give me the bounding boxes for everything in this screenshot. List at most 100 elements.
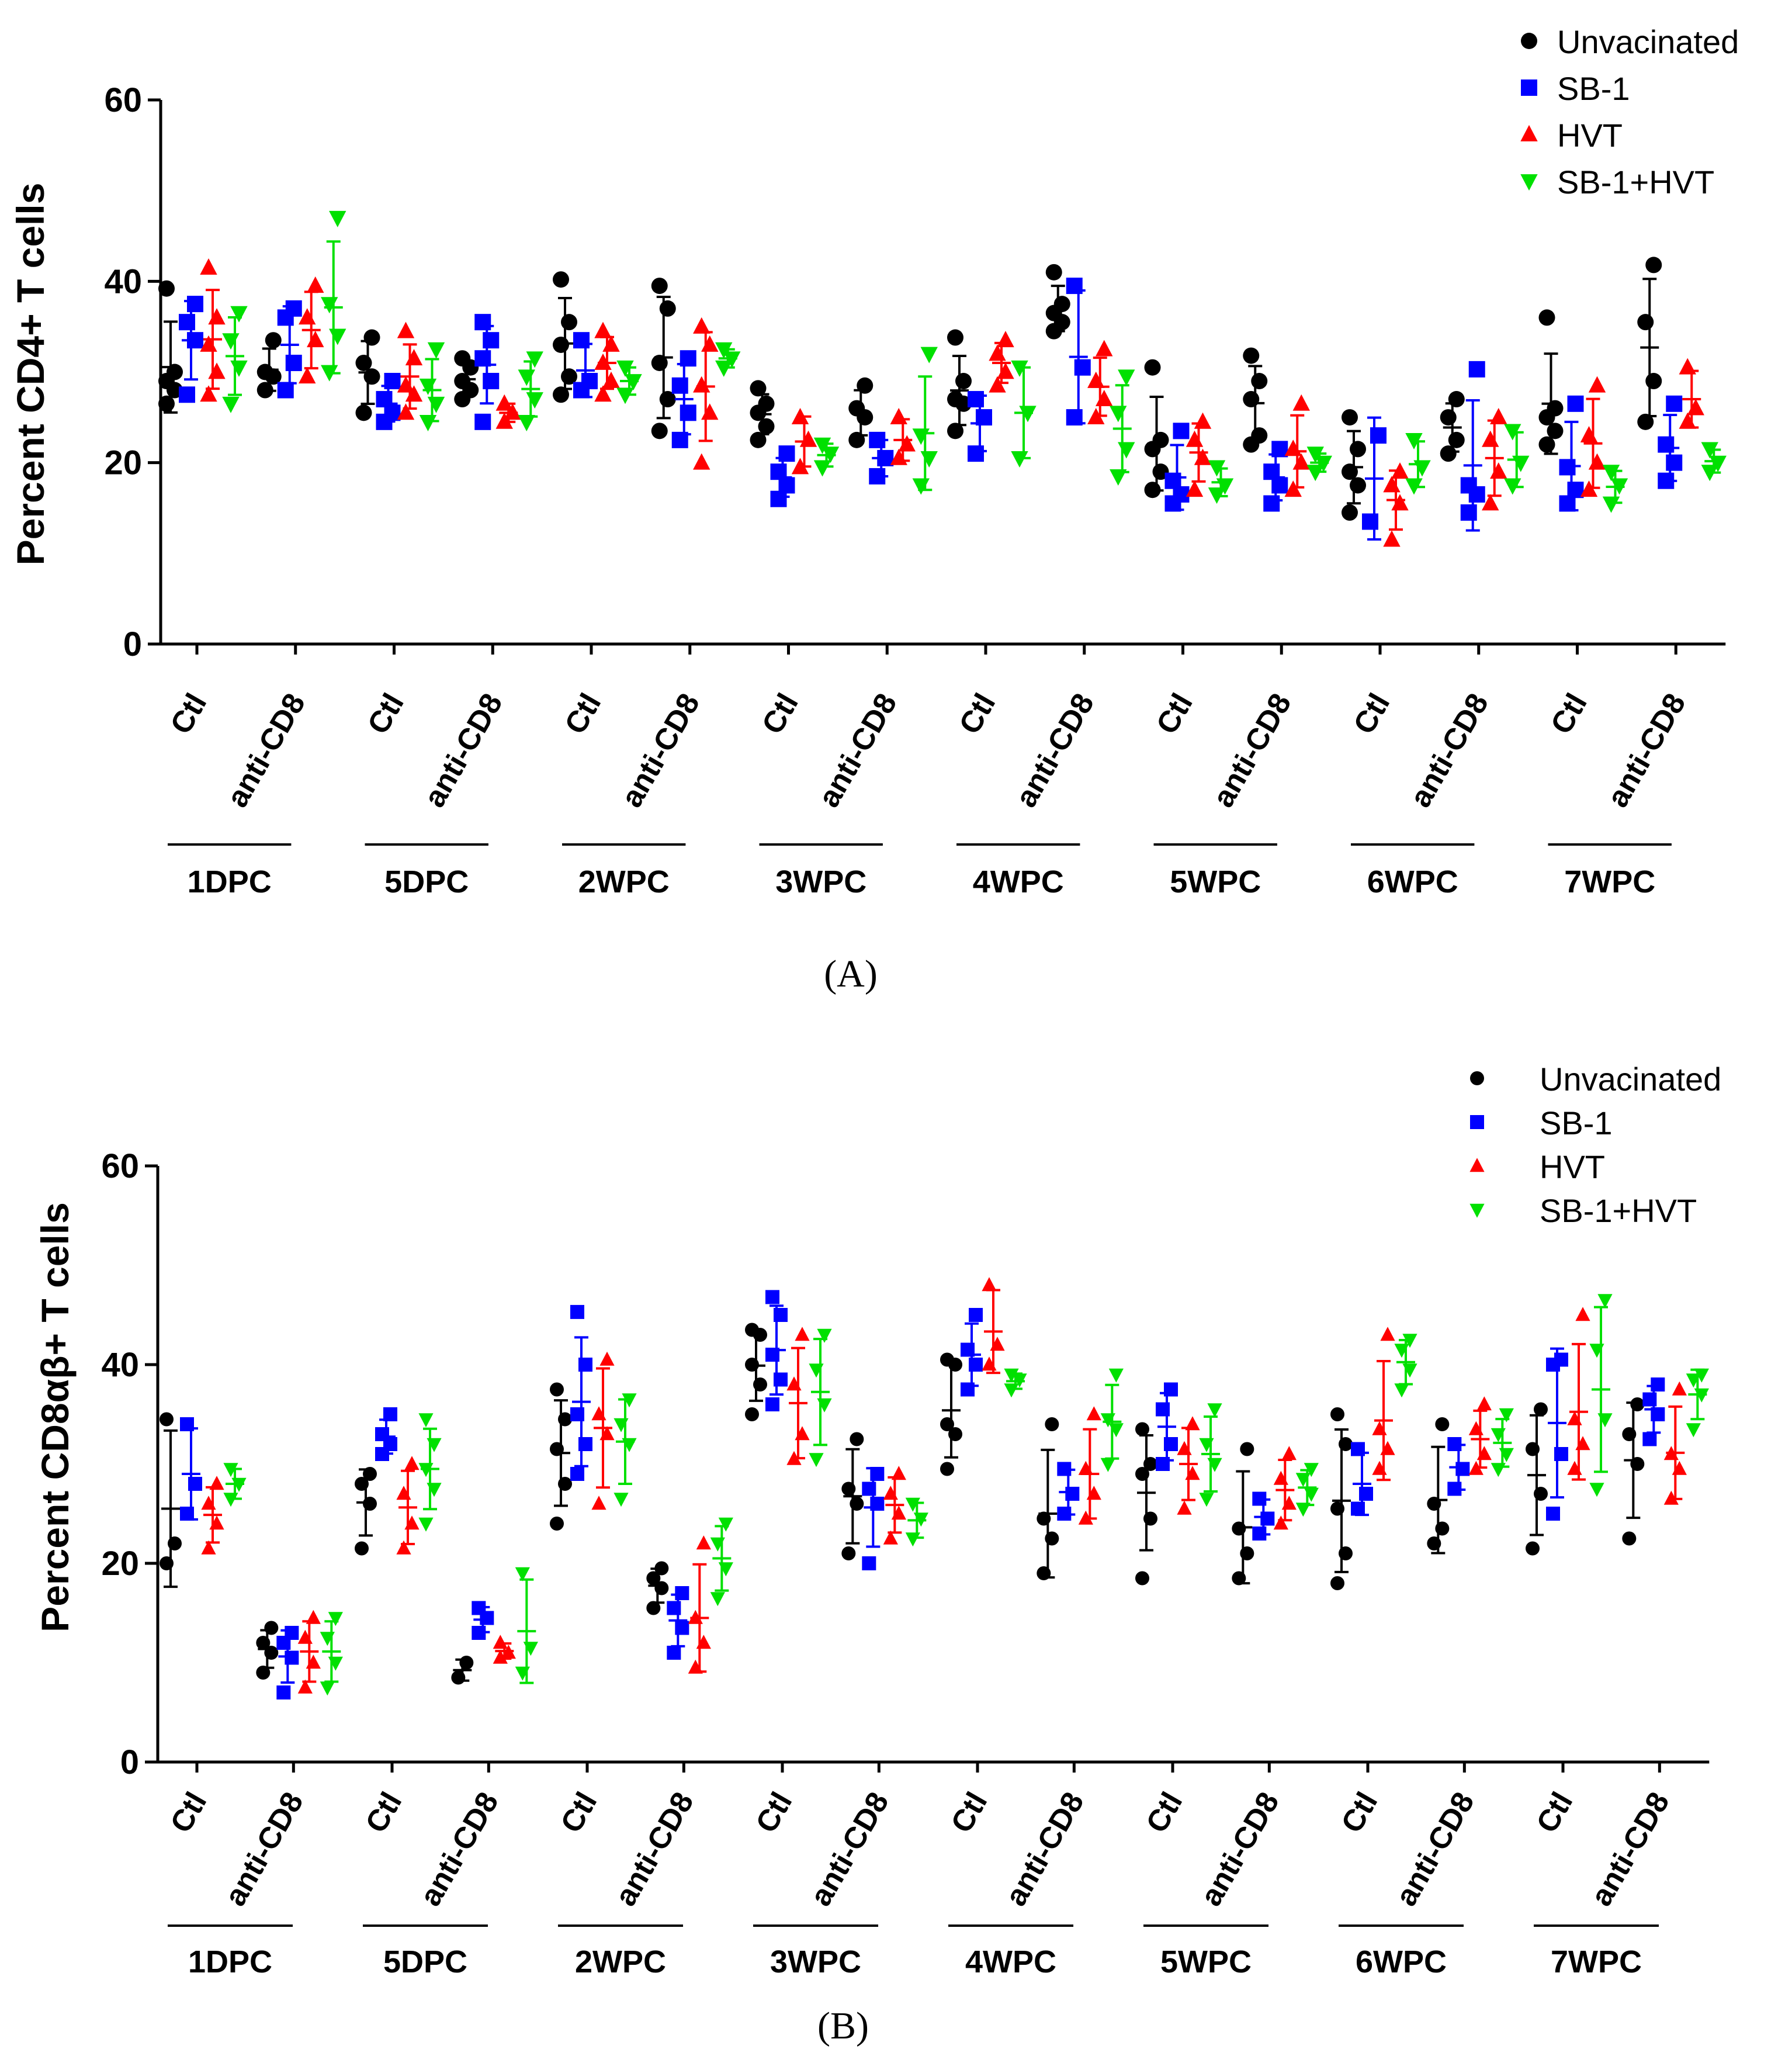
data-point: [594, 353, 612, 370]
data-point: [1252, 1491, 1267, 1506]
data-point: [920, 451, 938, 468]
data-point: [594, 385, 612, 402]
data-point: [1135, 1571, 1149, 1586]
data-point: [1243, 391, 1260, 408]
data-point: [1663, 1446, 1679, 1460]
data-point: [1394, 1344, 1409, 1358]
panel-b-label: (B): [817, 2005, 869, 2047]
data-point: [200, 258, 217, 275]
y-tick-label: 40: [101, 1346, 139, 1384]
data-point: [321, 297, 338, 314]
data-point: [222, 333, 240, 350]
data-point: [1482, 430, 1499, 447]
data-point: [1045, 1531, 1059, 1546]
data-point: [1448, 391, 1465, 408]
x-category-label: Ctl: [164, 1787, 213, 1839]
data-point: [208, 308, 226, 325]
data-point: [1273, 1515, 1288, 1530]
data-point: [1694, 1368, 1709, 1383]
data-point: [1447, 1437, 1462, 1451]
data-point: [1281, 1496, 1297, 1510]
data-point: [1380, 1327, 1395, 1341]
data-point: [591, 1496, 606, 1510]
data-point: [659, 391, 676, 408]
data-point: [745, 1358, 759, 1372]
x-category-label: Ctl: [1150, 688, 1200, 740]
data-point: [1476, 1446, 1492, 1460]
data-point: [1491, 1428, 1506, 1442]
data-point: [599, 1351, 615, 1366]
data-point: [550, 1517, 564, 1531]
data-point: [1252, 1527, 1267, 1541]
data-point: [418, 1413, 434, 1428]
data-point: [493, 1635, 508, 1649]
panel-a-label: (A): [824, 953, 878, 995]
data-point: [1580, 426, 1598, 443]
x-category-label: anti-CD8: [1009, 688, 1101, 813]
data-point: [1037, 1511, 1051, 1526]
data-point: [646, 1571, 661, 1586]
data-point: [778, 445, 795, 462]
data-point: [765, 1397, 779, 1411]
data-point: [264, 1621, 279, 1635]
data-point: [1207, 1458, 1222, 1472]
x-category-label: Ctl: [1544, 688, 1594, 740]
data-point: [891, 1466, 906, 1480]
data-point: [285, 300, 302, 317]
data-point: [427, 342, 445, 359]
data-point: [1427, 1536, 1441, 1550]
data-point: [504, 403, 521, 420]
data-point: [1658, 472, 1675, 489]
data-point: [257, 382, 273, 399]
data-point: [158, 395, 175, 412]
data-point: [940, 1417, 954, 1431]
data-point: [1173, 423, 1190, 439]
data-point: [257, 364, 273, 380]
data-point: [285, 1650, 299, 1665]
data-point: [1251, 373, 1268, 390]
data-point: [1284, 480, 1302, 497]
data-point: [1199, 1493, 1214, 1507]
data-point: [1575, 1307, 1590, 1321]
data-point: [201, 1540, 216, 1555]
data-point: [1589, 1483, 1604, 1497]
data-point: [418, 1517, 434, 1532]
y-tick-label: 40: [104, 262, 142, 300]
data-point: [1402, 1363, 1417, 1378]
data-point: [1019, 406, 1037, 423]
data-point: [1666, 454, 1683, 471]
data-point: [299, 367, 316, 384]
y-tick-label: 60: [101, 1147, 139, 1185]
data-point: [1435, 1417, 1450, 1431]
data-point: [209, 1476, 224, 1490]
data-point: [940, 1352, 954, 1367]
data-point: [355, 1541, 369, 1556]
data-point: [1186, 430, 1204, 447]
data-point: [1208, 460, 1226, 477]
series-sb-1: [179, 278, 1683, 541]
data-point: [1526, 1442, 1540, 1456]
data-point: [1053, 296, 1070, 313]
data-point: [1468, 1421, 1483, 1435]
data-point: [997, 362, 1014, 379]
data-point: [285, 354, 302, 371]
data-point: [285, 1626, 299, 1640]
x-category-label: Ctl: [944, 1787, 994, 1839]
data-point: [1156, 1457, 1170, 1471]
data-point: [1380, 1441, 1395, 1455]
data-point: [976, 409, 992, 426]
data-point: [329, 210, 346, 227]
data-point: [1339, 1546, 1353, 1560]
data-point: [179, 386, 195, 403]
data-point: [1066, 409, 1083, 426]
data-point: [404, 1456, 420, 1470]
data-point: [1567, 1460, 1582, 1475]
data-point: [1679, 412, 1696, 429]
data-point: [1110, 406, 1127, 423]
series-hvt: [200, 258, 1704, 547]
group-label: 1DPC: [188, 864, 272, 899]
legend-label: Unvacinated: [1557, 23, 1739, 60]
data-point: [495, 412, 513, 429]
